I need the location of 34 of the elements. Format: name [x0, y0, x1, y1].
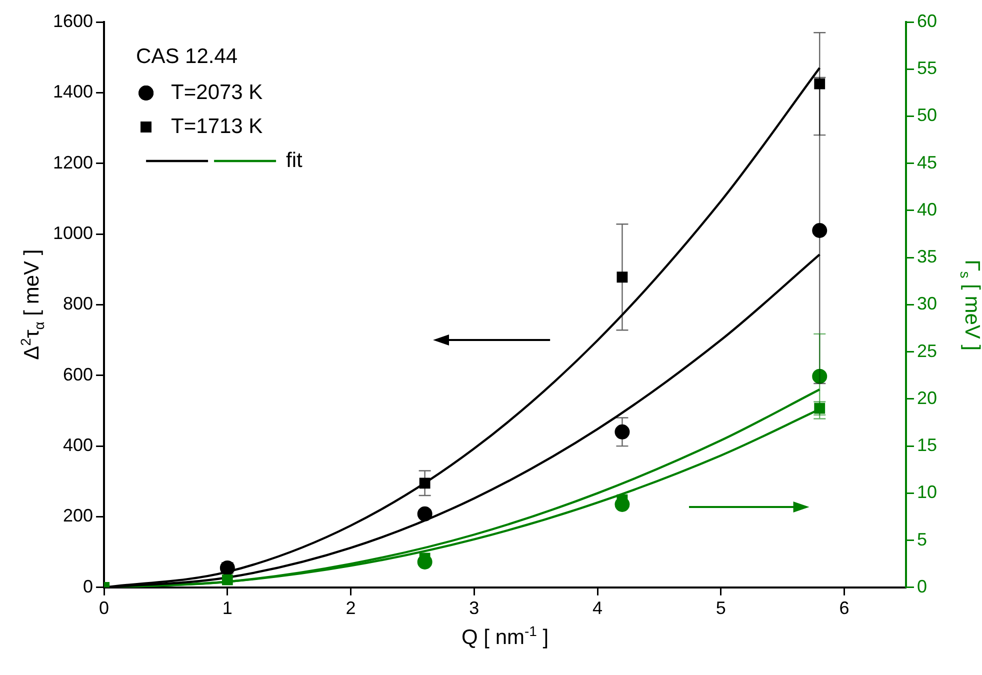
legend-label: fit	[286, 148, 303, 172]
x-tick-label: 0	[99, 598, 110, 618]
y-tick-label: 1200	[52, 152, 94, 172]
y-tick-label: 800	[62, 294, 94, 314]
legend-label: T=2073 K	[171, 80, 263, 104]
y-tick-label: 200	[62, 506, 94, 526]
legend-label: T=1713 K	[171, 114, 263, 138]
y2-tick-label: 55	[916, 58, 938, 78]
x-tick-label: 3	[469, 598, 480, 618]
y-tick-label: 600	[62, 364, 94, 384]
annotation: CAS 12.44	[136, 44, 238, 68]
y2-tick-label: 15	[916, 435, 938, 456]
y2-tick-label: 20	[916, 388, 938, 408]
y2-tick-label: 25	[916, 340, 938, 361]
x-tick-label: 5	[716, 598, 726, 618]
y2-tick-label: 50	[916, 105, 938, 126]
y2-tick-label: 5	[916, 529, 927, 550]
y2-tick-label: 45	[916, 152, 938, 172]
y2-tick-label: 40	[916, 199, 938, 220]
y-tick-label: 1600	[52, 10, 94, 31]
y2-tick-label: 35	[916, 246, 938, 267]
y2-tick-label: 60	[916, 10, 938, 31]
y2-tick-label: 10	[916, 482, 938, 502]
x-tick-label: 4	[592, 598, 603, 618]
y-tick-label: 1400	[52, 82, 94, 102]
x-tick-label: 6	[839, 598, 850, 618]
y-tick-label: 400	[62, 435, 94, 456]
y-tick-label: 0	[83, 576, 94, 596]
x-tick-label: 1	[222, 598, 232, 618]
y2-tick-label: 30	[916, 294, 938, 314]
x-axis-title: Q [ nm$^{-1}$ ]	[462, 623, 549, 650]
y-tick-label: 1000	[52, 222, 94, 243]
x-tick-label: 2	[346, 598, 356, 618]
y2-tick-label: 0	[916, 576, 927, 596]
